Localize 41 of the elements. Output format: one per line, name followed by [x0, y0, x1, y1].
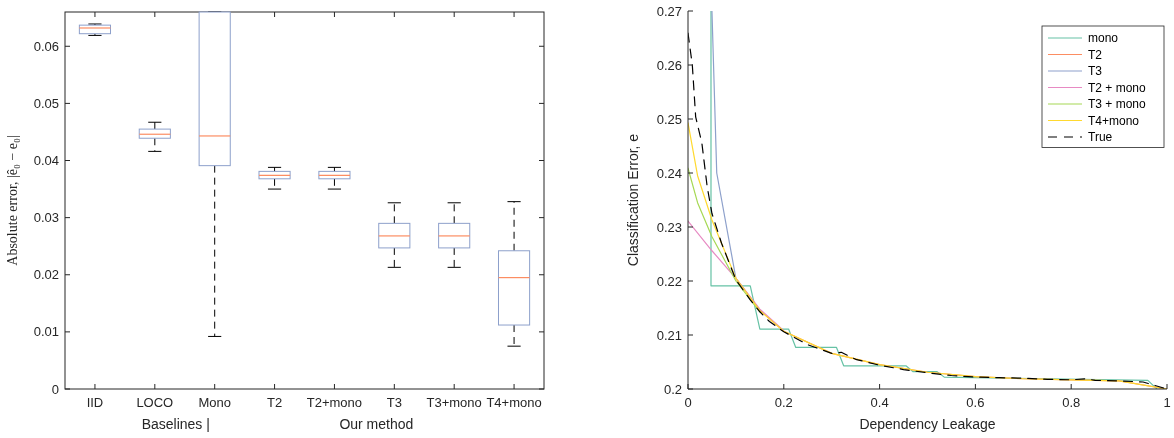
y-tick-label: 0 [51, 381, 59, 397]
y-tick-label: 0.26 [656, 57, 682, 73]
y-tick-label: 0.04 [33, 153, 59, 169]
legend-label: T4+mono [1088, 113, 1140, 128]
legend-label: T2 + mono [1088, 80, 1147, 95]
text: Baselines | [141, 416, 210, 432]
x-tick-label: T3 [386, 395, 402, 410]
x-tick-label: IID [86, 395, 104, 410]
legend-label: mono [1088, 31, 1119, 46]
legend-label: True [1088, 130, 1113, 145]
y-tick-label: 0.02 [33, 267, 59, 283]
y-tick-label: 0.2 [663, 381, 682, 397]
y-tick-label: 0.24 [656, 165, 682, 181]
legend-label: T3 [1088, 64, 1103, 79]
y-axis-title: Absolute error, |ê₀ − e₀| [5, 135, 20, 266]
x-tick-label: T2 [266, 395, 283, 410]
y-tick-label: 0.22 [656, 273, 682, 289]
x-tick-label: 0.2 [774, 395, 793, 410]
text: Our method [339, 416, 414, 432]
y-tick-label: 0.23 [656, 219, 682, 235]
y-tick-label: 0.06 [33, 38, 59, 54]
x-tick-label: Mono [198, 395, 231, 410]
y-tick-label: 0.03 [33, 210, 59, 226]
x-tick-label: 1 [1163, 395, 1171, 410]
y-axis-title: Classification Error, e [625, 133, 641, 267]
legend-label: T2 [1088, 47, 1103, 62]
y-tick-label: 0.21 [656, 327, 682, 343]
x-tick-label: LOCO [136, 395, 174, 410]
y-tick-label: 0.05 [33, 95, 59, 111]
x-tick-label: T2+mono [306, 395, 363, 410]
y-tick-label: 0.25 [656, 111, 682, 127]
x-tick-label: T3+mono [426, 395, 482, 410]
legend-label: T3 + mono [1088, 97, 1147, 112]
x-tick-label: 0.4 [870, 395, 889, 410]
x-axis-title: Dependency Leakage [859, 416, 996, 432]
x-tick-label: 0.8 [1062, 395, 1081, 410]
y-tick-label: 0.01 [33, 324, 59, 340]
y-tick-label: 0.27 [656, 3, 682, 19]
x-tick-label: T4+mono [486, 395, 542, 410]
x-tick-label: 0.6 [966, 395, 985, 410]
x-tick-label: 0 [684, 395, 692, 410]
